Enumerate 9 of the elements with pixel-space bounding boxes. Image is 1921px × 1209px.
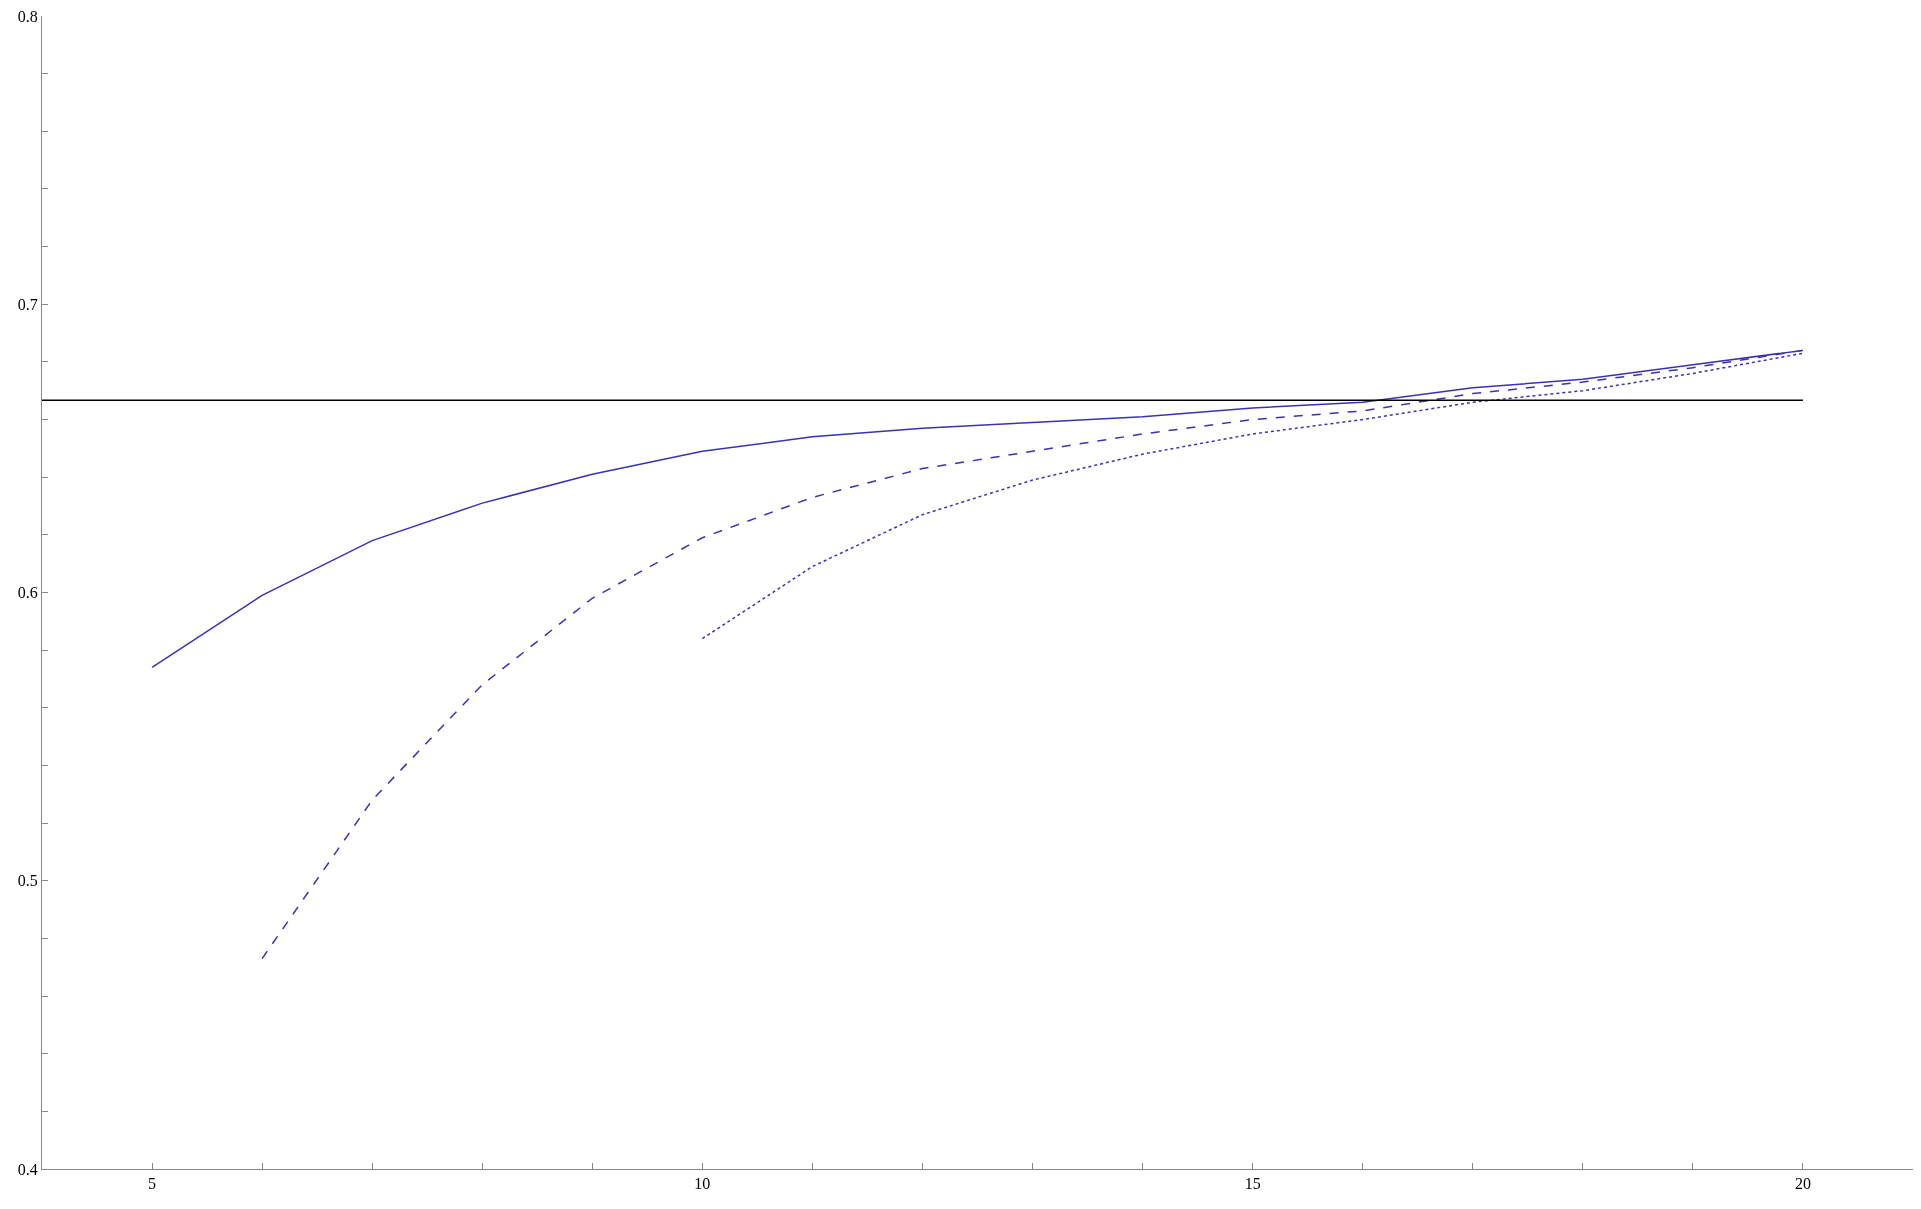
y-tick-label: 0.5 (17, 872, 38, 890)
x-tick-label: 5 (148, 1175, 157, 1193)
y-tick-label: 0.6 (17, 584, 38, 602)
x-tick-label: 10 (694, 1175, 711, 1193)
x-tick-label: 15 (1244, 1175, 1261, 1193)
y-tick-label: 0.7 (17, 295, 38, 313)
x-tick-label: 20 (1794, 1175, 1811, 1193)
y-tick-label: 0.8 (17, 7, 38, 25)
y-tick-label: 0.4 (17, 1160, 38, 1178)
